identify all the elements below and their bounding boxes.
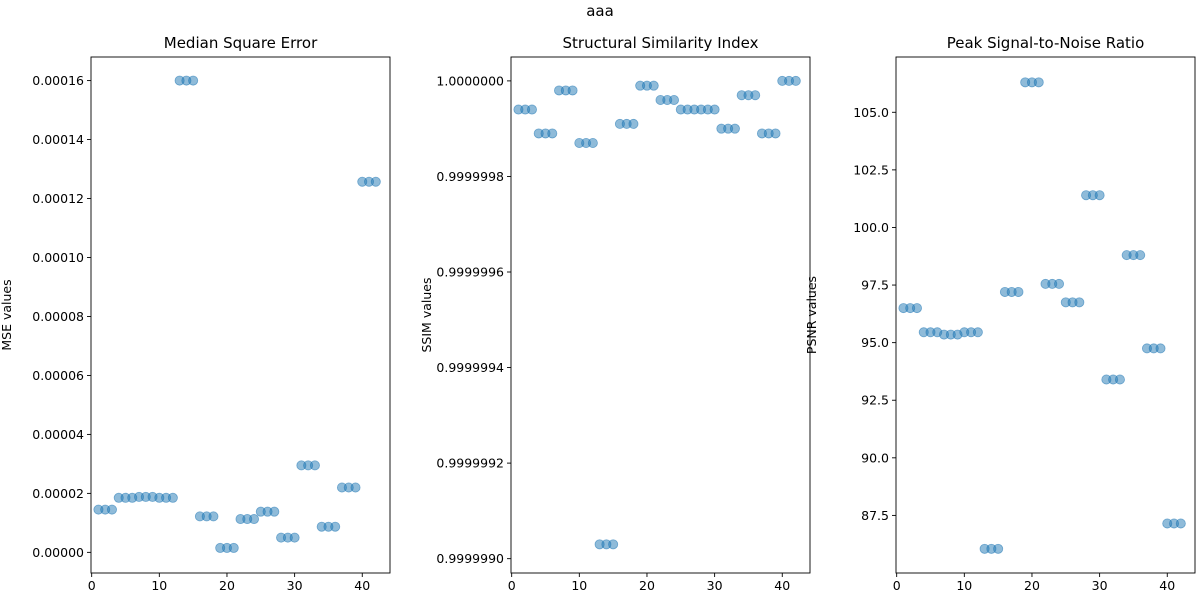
data-point xyxy=(587,137,598,148)
data-point xyxy=(608,539,619,550)
subplot-mse: Median Square Error MSE values 0 10 20 30 40 0.… xyxy=(0,34,391,593)
subplot-title: Peak Signal-to-Noise Ratio xyxy=(947,34,1145,52)
y-tick-label: 0.00006 xyxy=(32,368,84,383)
x-tick-label: 0 xyxy=(88,578,96,593)
y-axis-label: PSNR values xyxy=(804,276,819,354)
y-tick-label: 0.00010 xyxy=(32,250,84,265)
data-point xyxy=(526,104,537,115)
data-point xyxy=(790,75,801,86)
data-point xyxy=(709,104,720,115)
y-tick-label: 0.00014 xyxy=(32,132,84,147)
data-point xyxy=(106,504,117,515)
y-tick-label: 105.0 xyxy=(853,105,889,120)
data-point xyxy=(770,128,781,139)
y-tick-label: 95.0 xyxy=(861,335,889,350)
data-point xyxy=(1135,250,1146,261)
x-tick-label: 10 xyxy=(151,578,167,593)
x-tick-label: 30 xyxy=(287,578,303,593)
x-tick-label: 10 xyxy=(571,578,587,593)
data-point xyxy=(648,80,659,91)
y-tick-label: 0.00002 xyxy=(32,486,84,501)
subplot-psnr: Peak Signal-to-Noise Ratio PSNR values 0 10… xyxy=(804,34,1196,593)
data-point xyxy=(547,128,558,139)
data-point xyxy=(330,521,341,532)
x-tick-label: 0 xyxy=(508,578,516,593)
y-tick-label: 0.9999994 xyxy=(436,360,504,375)
subplot-ssim: Structural Similarity Index SSIM values 0 1… xyxy=(419,34,811,593)
data-point xyxy=(249,514,260,525)
data-point xyxy=(167,492,178,503)
data-point xyxy=(972,327,983,338)
data-point xyxy=(993,543,1004,554)
data-point xyxy=(1094,190,1105,201)
y-tick-label: 0.9999998 xyxy=(436,169,504,184)
x-tick-label: 20 xyxy=(1024,578,1040,593)
y-tick-label: 0.00008 xyxy=(32,309,84,324)
data-point xyxy=(1013,286,1024,297)
y-tick-label: 100.0 xyxy=(853,220,889,235)
y-tick-label: 0.00004 xyxy=(32,427,84,442)
y-tick-label: 0.00000 xyxy=(32,545,84,560)
x-tick-label: 30 xyxy=(1092,578,1108,593)
y-tick-label: 102.5 xyxy=(853,162,889,177)
data-point xyxy=(350,482,361,493)
y-tick-label: 1.0000000 xyxy=(436,73,504,88)
x-tick-label: 0 xyxy=(893,578,901,593)
x-tick-label: 30 xyxy=(707,578,723,593)
data-point xyxy=(1155,343,1166,354)
figure-suptitle: aaa xyxy=(586,2,614,20)
data-point xyxy=(188,75,199,86)
y-tick-label: 97.5 xyxy=(861,278,889,293)
x-tick-label: 40 xyxy=(1159,578,1175,593)
data-point xyxy=(269,506,280,517)
data-point xyxy=(1033,77,1044,88)
y-tick-label: 92.5 xyxy=(861,393,889,408)
data-point xyxy=(628,118,639,129)
data-point xyxy=(1114,374,1125,385)
data-point xyxy=(1074,297,1085,308)
data-point xyxy=(289,532,300,543)
axes-frame xyxy=(895,56,1196,574)
data-point xyxy=(309,460,320,471)
data-point xyxy=(1175,518,1186,529)
x-tick-label: 40 xyxy=(354,578,370,593)
data-point xyxy=(567,85,578,96)
y-axis-label: SSIM values xyxy=(419,278,434,353)
y-tick-label: 0.9999992 xyxy=(436,456,504,471)
y-tick-label: 0.00016 xyxy=(32,73,84,88)
data-point xyxy=(370,176,381,187)
x-tick-label: 40 xyxy=(774,578,790,593)
subplot-title: Structural Similarity Index xyxy=(563,34,759,52)
y-tick-label: 0.9999990 xyxy=(436,551,504,566)
subplot-title: Median Square Error xyxy=(164,34,318,52)
y-axis-label: MSE values xyxy=(0,279,14,350)
x-tick-label: 20 xyxy=(639,578,655,593)
y-tick-label: 0.00012 xyxy=(32,191,84,206)
data-point xyxy=(729,123,740,134)
data-point xyxy=(208,511,219,522)
x-tick-label: 10 xyxy=(956,578,972,593)
data-point xyxy=(669,95,680,106)
data-point xyxy=(228,542,239,553)
data-point xyxy=(911,303,922,314)
y-tick-label: 87.5 xyxy=(861,508,889,523)
data-point xyxy=(750,90,761,101)
axes-frame xyxy=(90,56,391,574)
y-tick-label: 0.9999996 xyxy=(436,265,504,280)
data-point xyxy=(1054,278,1065,289)
x-tick-label: 20 xyxy=(219,578,235,593)
y-tick-label: 90.0 xyxy=(861,450,889,465)
axes-frame xyxy=(510,56,811,574)
